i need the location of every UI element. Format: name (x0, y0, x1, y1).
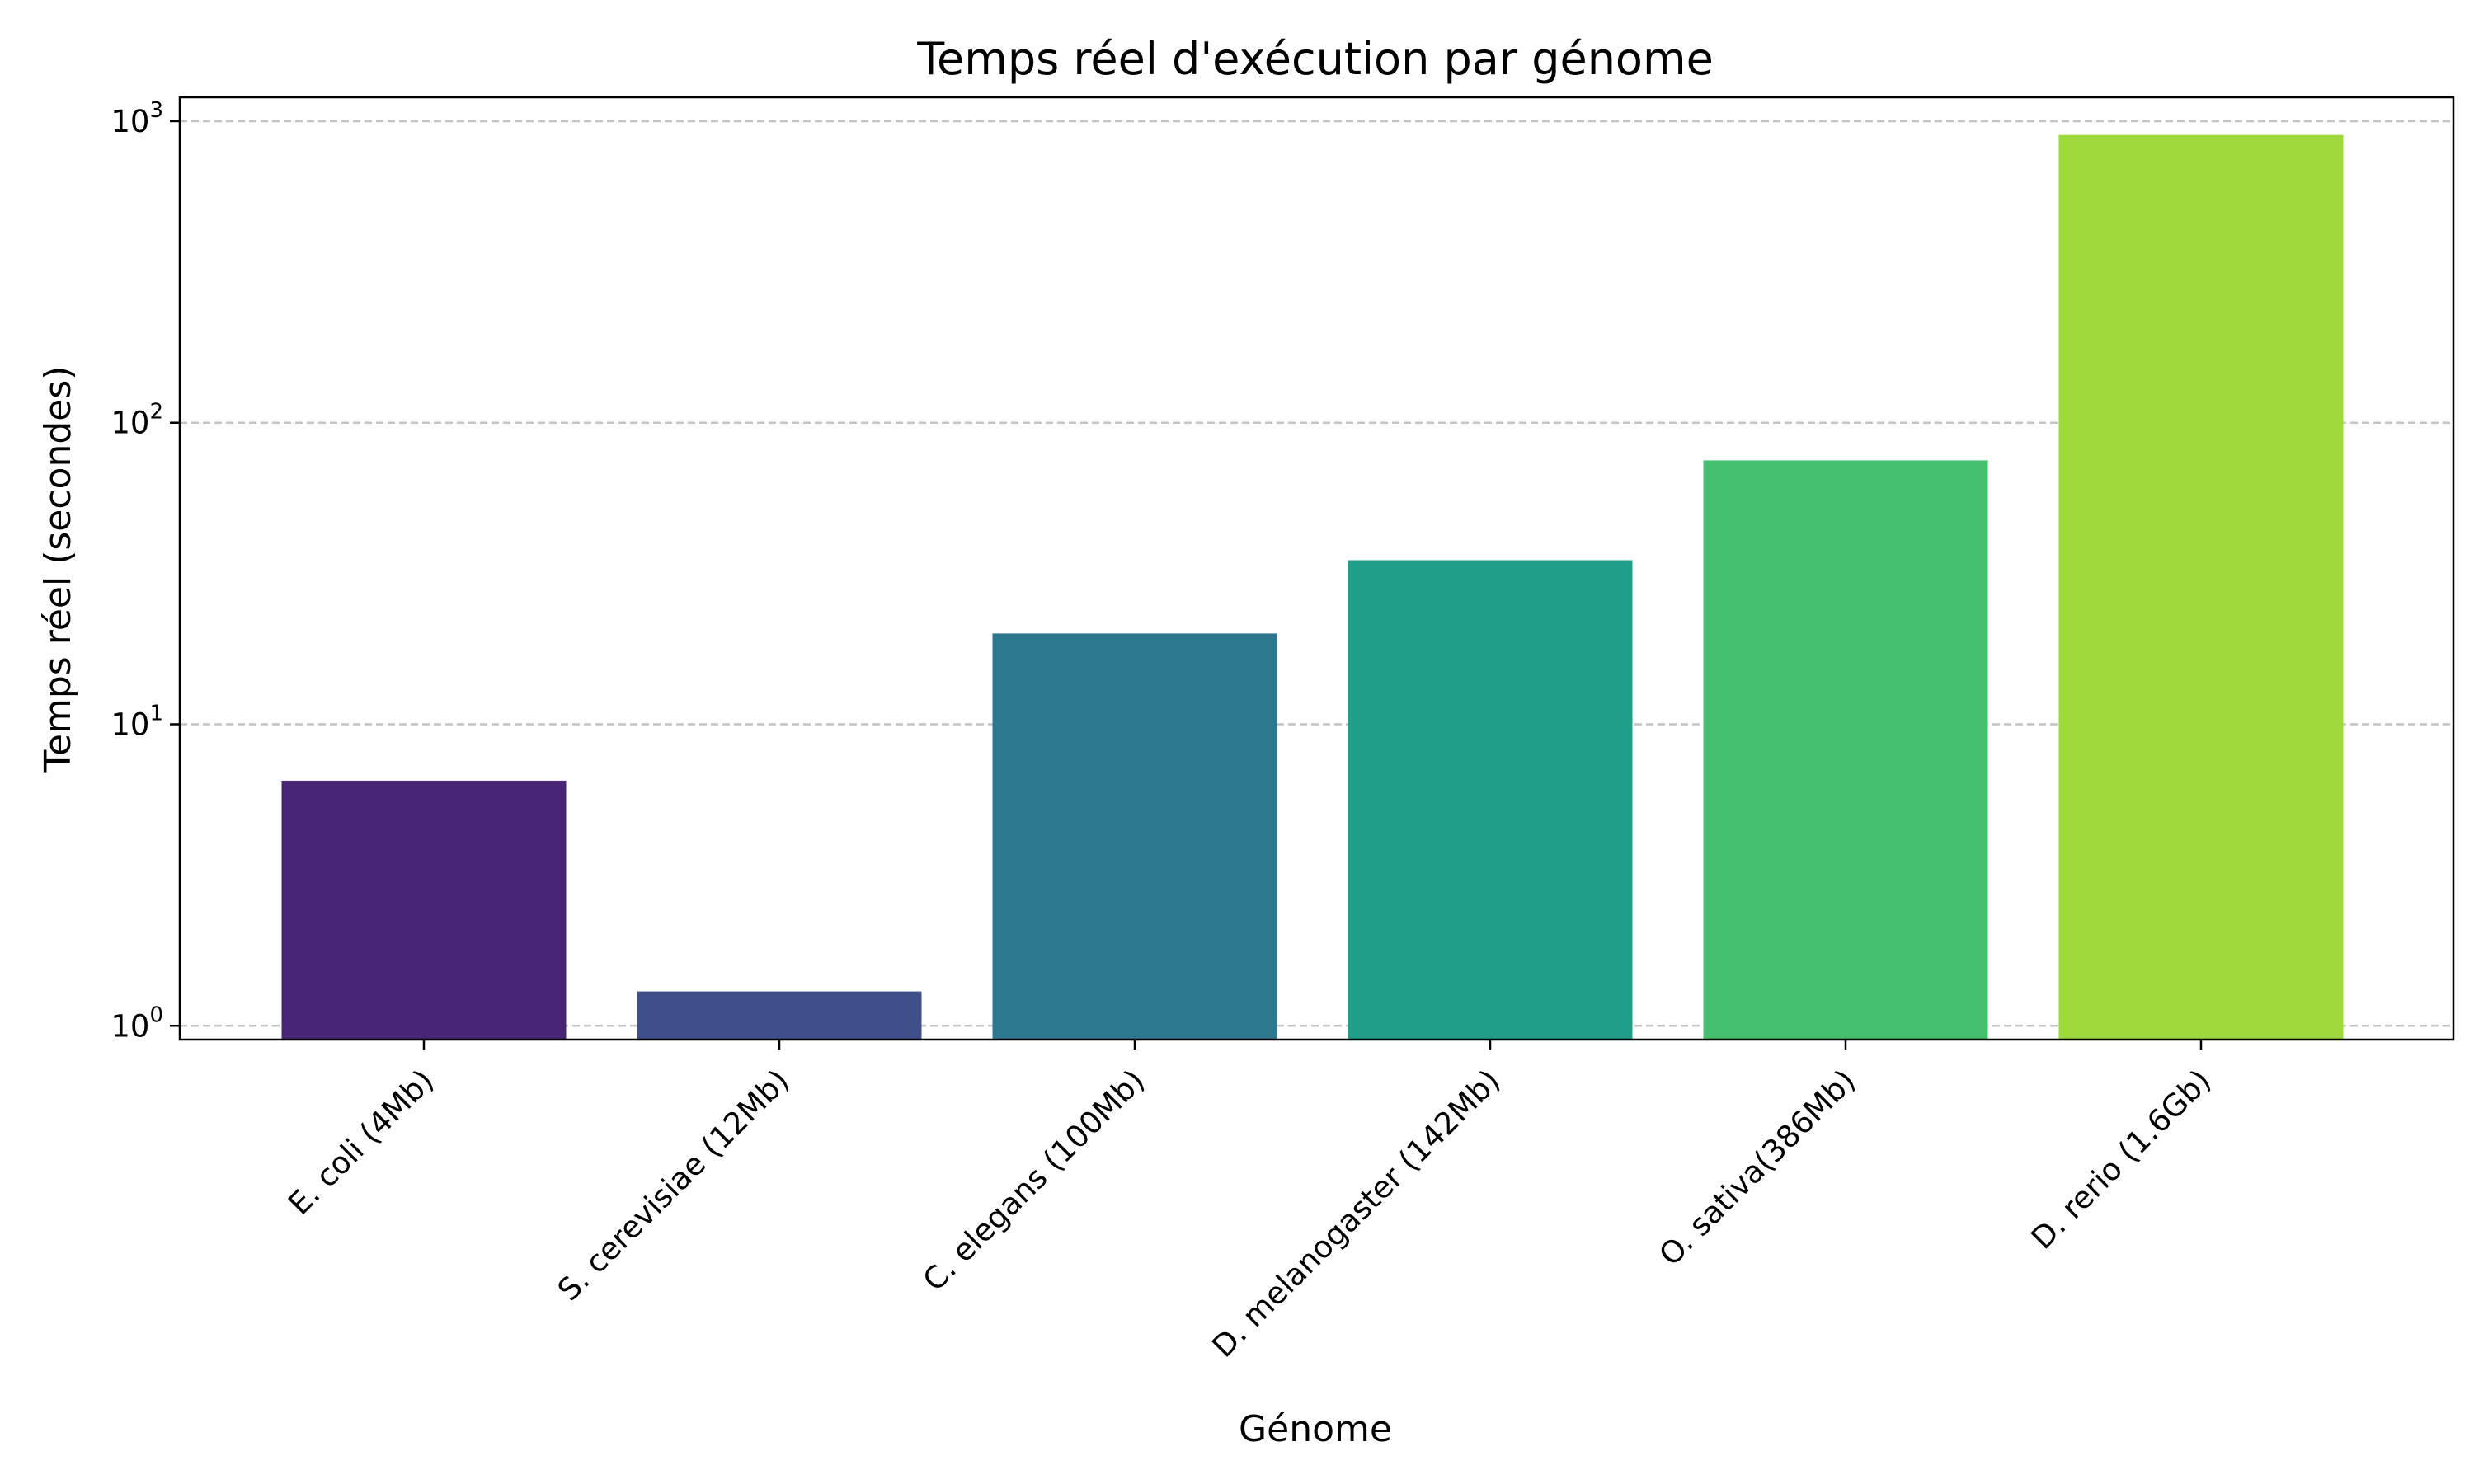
plot-frame (178, 96, 2455, 1041)
bar-3 (992, 633, 1277, 1040)
y-axis-ticks: 100 101 102 103 (111, 98, 180, 1044)
chart-title: Temps réel d'exécution par génome (916, 33, 1714, 85)
bar-1 (281, 780, 567, 1040)
y-axis-label: Temps réel (secondes) (37, 366, 79, 773)
y-tick-label: 102 (111, 400, 163, 441)
y-tick-label: 101 (111, 701, 163, 742)
y-tick-label: 100 (111, 1003, 163, 1044)
x-axis-label: Génome (1239, 1408, 1392, 1450)
bar-4 (1348, 560, 1633, 1040)
bars (281, 134, 2344, 1040)
bar-2 (637, 991, 922, 1040)
bar-5 (1703, 460, 1988, 1040)
bar-6 (2058, 134, 2344, 1040)
y-tick-label: 103 (111, 98, 163, 139)
axes (178, 96, 2455, 1041)
